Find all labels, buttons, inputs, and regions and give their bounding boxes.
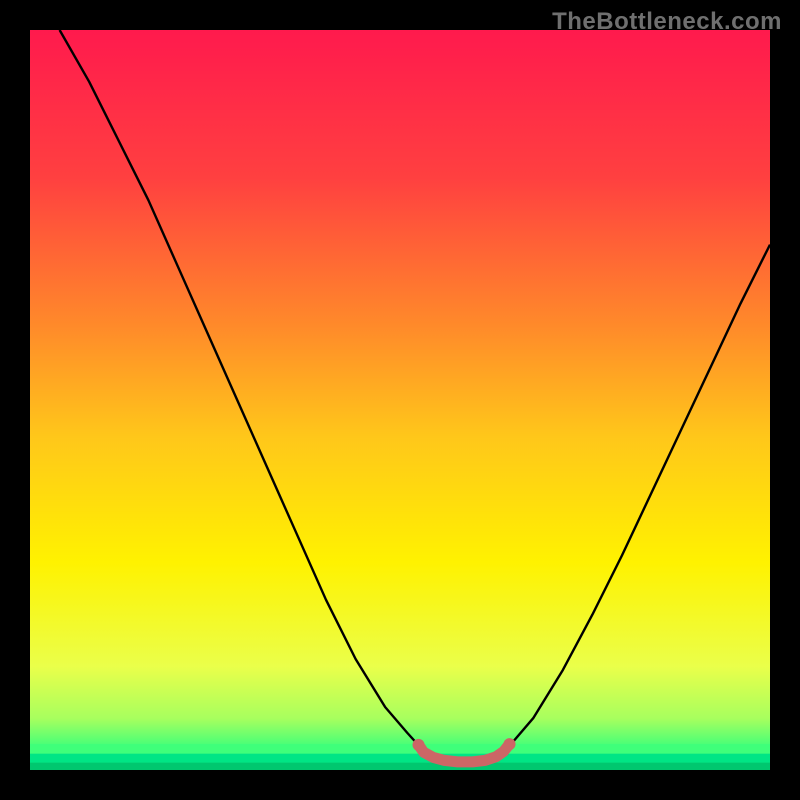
chart-frame: TheBottleneck.com (0, 0, 800, 800)
trough-endpoint-left (413, 739, 425, 751)
plot-svg (0, 0, 800, 800)
bottom-bands (30, 744, 770, 770)
plot-area (30, 30, 770, 770)
trough-endpoint-right (504, 738, 516, 750)
band (30, 744, 770, 754)
watermark-text: TheBottleneck.com (552, 8, 782, 36)
gradient-background (30, 30, 770, 770)
band (30, 754, 770, 763)
band (30, 763, 770, 770)
